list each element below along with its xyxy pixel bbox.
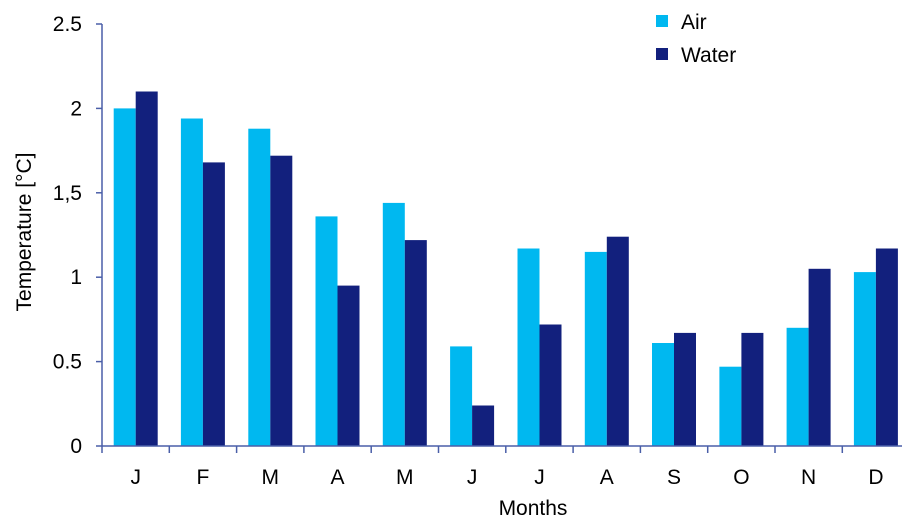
bar-water-11	[808, 268, 831, 446]
bar-water-9	[674, 332, 696, 446]
x-tick-label: N	[801, 466, 816, 489]
y-ticks-group: 0 0.5 1 1,5 2 2.5	[53, 13, 102, 458]
x-tick-label: S	[667, 466, 681, 489]
bar-water-2	[202, 162, 225, 446]
bar-air-8	[584, 251, 607, 446]
bar-air-6	[450, 346, 473, 446]
bar-air-12	[853, 272, 876, 446]
bar-air-2	[180, 118, 203, 446]
x-tick-label: D	[868, 466, 883, 489]
bar-water-8	[606, 236, 629, 446]
legend-label-water: Water	[681, 44, 736, 67]
x-tick-label: M	[262, 466, 280, 489]
axes-group	[101, 24, 902, 447]
x-tick-label: A	[330, 466, 344, 489]
bar-air-4	[315, 216, 338, 446]
bar-water-12	[875, 248, 898, 446]
y-tick-label: 2	[70, 97, 82, 120]
bar-water-5	[404, 240, 427, 446]
y-tick-label: 1,5	[53, 182, 82, 205]
bar-water-1	[135, 91, 158, 446]
bar-air-11	[786, 327, 809, 446]
legend-label-air: Air	[681, 11, 707, 34]
legend: Air Water	[656, 11, 736, 67]
legend-swatch-water	[656, 48, 668, 60]
x-tick-label: M	[396, 466, 414, 489]
x-tick-label: J	[534, 466, 545, 489]
y-tick-label: 0	[70, 435, 82, 458]
x-tick-label: F	[196, 466, 209, 489]
bar-water-7	[539, 324, 562, 446]
bar-air-9	[652, 343, 674, 446]
bars-group	[113, 91, 898, 447]
bar-water-4	[337, 285, 360, 446]
legend-swatch-air	[656, 15, 668, 27]
x-tick-label: A	[600, 466, 614, 489]
y-tick-label: 0.5	[53, 351, 82, 374]
bar-air-1	[113, 108, 136, 447]
x-tick-label: J	[467, 466, 478, 489]
x-tick-label: O	[733, 466, 749, 489]
y-tick-label: 1	[70, 266, 82, 289]
x-axis-title: Months	[499, 497, 568, 520]
bar-air-10	[719, 366, 742, 446]
bar-water-3	[270, 155, 293, 446]
x-tick-label: J	[130, 466, 141, 489]
y-axis-title: Temperature [°C]	[13, 153, 36, 312]
bar-water-6	[472, 405, 495, 446]
bar-air-5	[382, 202, 405, 446]
bar-water-10	[741, 332, 764, 446]
bar-air-7	[517, 248, 540, 446]
y-tick-label: 2.5	[53, 13, 82, 36]
bar-air-3	[248, 128, 271, 446]
